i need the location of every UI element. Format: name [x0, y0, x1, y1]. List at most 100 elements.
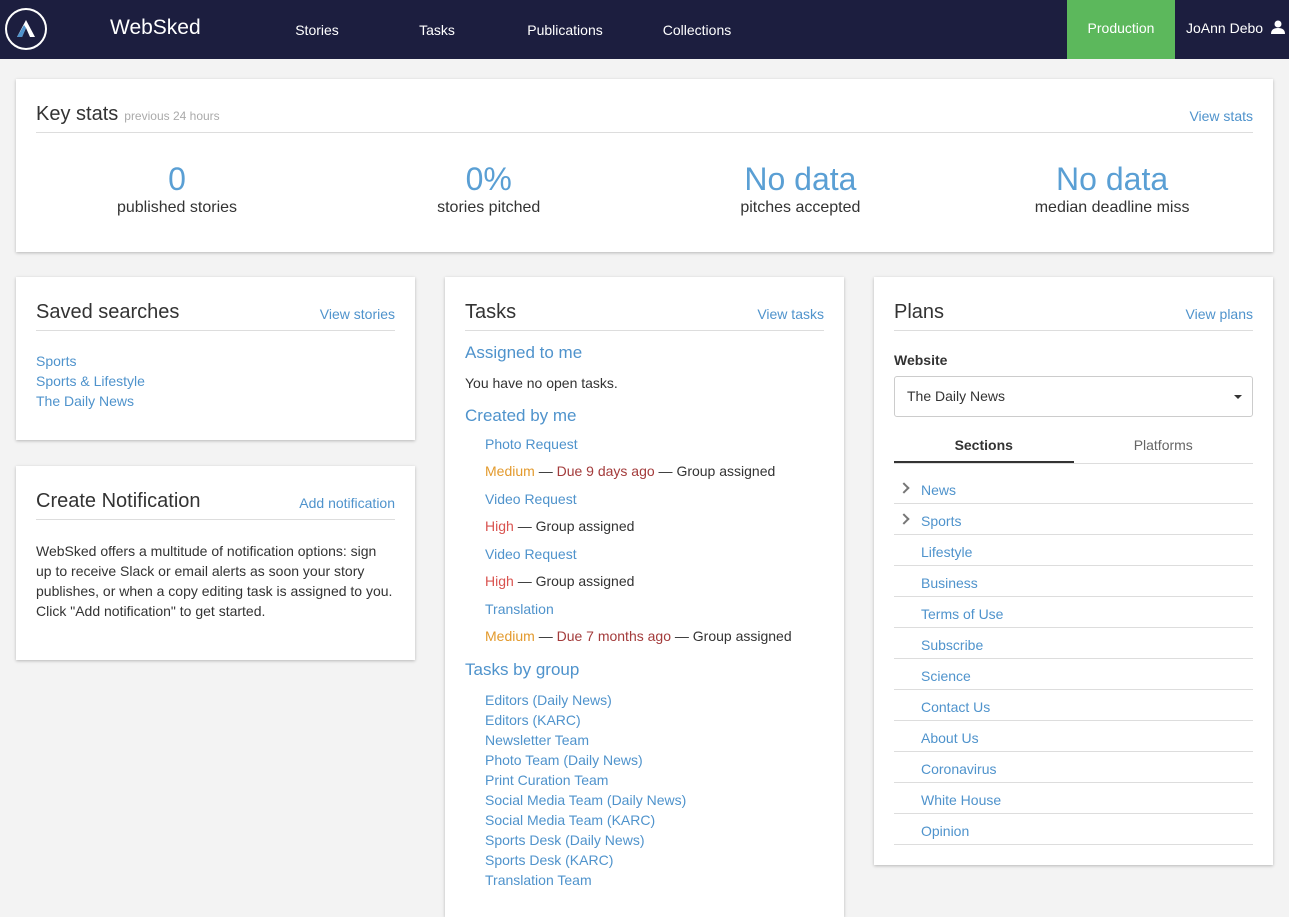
group-link[interactable]: Print Curation Team	[485, 772, 609, 788]
section-name: Science	[921, 668, 971, 684]
section-row[interactable]: Business	[894, 566, 1253, 597]
task-assignment: Group assigned	[535, 573, 635, 589]
separator: —	[538, 463, 553, 479]
task-name[interactable]: Video Request	[485, 546, 577, 562]
panel-title: Plans	[894, 301, 945, 323]
chevron	[898, 513, 910, 525]
section-name: Coronavirus	[921, 761, 997, 777]
separator: —	[538, 628, 553, 644]
section-row[interactable]: White House	[894, 783, 1253, 814]
task-name[interactable]: Translation	[485, 601, 554, 617]
panel-title: Saved searches	[36, 301, 180, 323]
user-menu[interactable]: JoAnn Debo	[1186, 20, 1285, 36]
plans-panel: Plans View plans Website The Daily News …	[874, 277, 1273, 865]
panel-title: Create Notification	[36, 490, 201, 512]
separator: —	[517, 573, 532, 589]
field-label: Website	[894, 352, 948, 368]
section-row[interactable]: Sports	[894, 504, 1253, 535]
view-tasks-link[interactable]: View tasks	[757, 306, 824, 322]
section-name: Subscribe	[921, 637, 984, 653]
group-link[interactable]: Newsletter Team	[485, 732, 590, 748]
website-select[interactable]: The Daily News	[894, 376, 1253, 417]
logo[interactable]	[5, 8, 47, 50]
group-link[interactable]: Translation Team	[485, 872, 592, 888]
add-notification-link[interactable]: Add notification	[299, 495, 395, 511]
key-stats-panel: Key stats previous 24 hours View stats 0 p…	[16, 79, 1273, 252]
group-link[interactable]: Photo Team (Daily News)	[485, 752, 643, 768]
user-name: JoAnn Debo	[1186, 20, 1264, 36]
panel-header: Key stats previous 24 hours View stats	[36, 79, 1253, 133]
panel-header: Tasks View tasks	[465, 277, 824, 331]
section-heading: Tasks by group	[465, 660, 580, 679]
task-name[interactable]: Photo Request	[485, 436, 578, 452]
group-link[interactable]: Social Media Team (Daily News)	[485, 792, 687, 808]
section-heading: Assigned to me	[465, 343, 583, 362]
panel-header: Plans View plans	[894, 277, 1253, 331]
view-stories-link[interactable]: View stories	[319, 306, 395, 322]
nav-item[interactable]: Publications	[527, 22, 603, 38]
saved-search-link[interactable]: The Daily News	[36, 393, 135, 409]
group-link[interactable]: Social Media Team (KARC)	[485, 812, 656, 828]
saved-search-link[interactable]: Sports & Lifestyle	[36, 373, 145, 389]
environment-button[interactable]: Production	[1067, 0, 1175, 59]
saved-search-link[interactable]: Sports	[36, 353, 77, 369]
task-assignment: Group assigned	[535, 518, 635, 534]
section-row[interactable]: Terms of Use	[894, 597, 1253, 628]
section-row[interactable]: Lifestyle	[894, 535, 1253, 566]
task-assignment: Group assigned	[692, 628, 792, 644]
section-name: News	[921, 482, 957, 498]
view-plans-link[interactable]: View plans	[1185, 306, 1253, 322]
group-link[interactable]: Editors (Daily News)	[485, 692, 612, 708]
task-details: Medium — Due 9 days ago — Group assigned	[465, 461, 824, 481]
group-link[interactable]: Editors (KARC)	[485, 712, 581, 728]
panel-header: Saved searches View stories	[36, 277, 395, 331]
nav-item[interactable]: Tasks	[419, 22, 455, 38]
section-row[interactable]: Subscribe	[894, 628, 1253, 659]
section-row[interactable]: Contact Us	[894, 690, 1253, 721]
nav-item[interactable]: Collections	[662, 22, 732, 38]
separator: —	[517, 518, 532, 534]
task-details: High — Group assigned	[465, 516, 824, 536]
task-details: High — Group assigned	[465, 571, 824, 591]
brand[interactable]: WebSked	[110, 16, 201, 39]
task-due: Due 7 months ago	[556, 628, 671, 644]
group-link[interactable]: Sports Desk (Daily News)	[485, 832, 645, 848]
chevron	[898, 482, 910, 494]
caret	[1234, 395, 1242, 399]
section-row[interactable]: News	[894, 473, 1253, 504]
stat: No data median deadline miss	[962, 159, 1262, 217]
select-value: The Daily News	[907, 388, 1006, 404]
section-row[interactable]: Coronavirus	[894, 752, 1253, 783]
task-priority: High	[485, 573, 514, 589]
panel-title: Key stats	[36, 103, 119, 125]
notification-text: WebSked offers a multitude of notificati…	[36, 543, 393, 619]
section-name: Business	[921, 575, 978, 591]
section-row[interactable]: Opinion	[894, 814, 1253, 845]
section-name: Opinion	[921, 823, 970, 839]
empty-message: You have no open tasks.	[465, 375, 618, 391]
stat: 0% stories pitched	[339, 159, 639, 217]
tab[interactable]: Platforms	[1133, 437, 1193, 453]
stat-label: published stories	[116, 199, 238, 216]
task-priority: High	[485, 518, 514, 534]
group-link[interactable]: Sports Desk (KARC)	[485, 852, 614, 868]
stat-label: median deadline miss	[1034, 199, 1190, 216]
panel-title: Tasks	[465, 301, 517, 323]
task-name[interactable]: Video Request	[485, 491, 577, 507]
view-stats-link[interactable]: View stats	[1189, 108, 1253, 124]
top-nav: WebSked Stories Tasks Publications Collecti…	[0, 0, 1289, 59]
logo-mark	[7, 10, 45, 48]
panel-header: Create Notification Add notification	[36, 466, 395, 520]
stat-value: No data	[1056, 161, 1169, 197]
section-row[interactable]: About Us	[894, 721, 1253, 752]
separator: —	[658, 463, 673, 479]
task-priority: Medium	[485, 628, 535, 644]
stat-label: stories pitched	[437, 199, 541, 216]
section-name: Contact Us	[921, 699, 991, 715]
tab[interactable]: Sections	[894, 437, 1074, 463]
task-due: Due 9 days ago	[556, 463, 655, 479]
section-row[interactable]: Science	[894, 659, 1253, 690]
section-name: Sports	[921, 513, 962, 529]
nav-item[interactable]: Stories	[295, 22, 339, 38]
